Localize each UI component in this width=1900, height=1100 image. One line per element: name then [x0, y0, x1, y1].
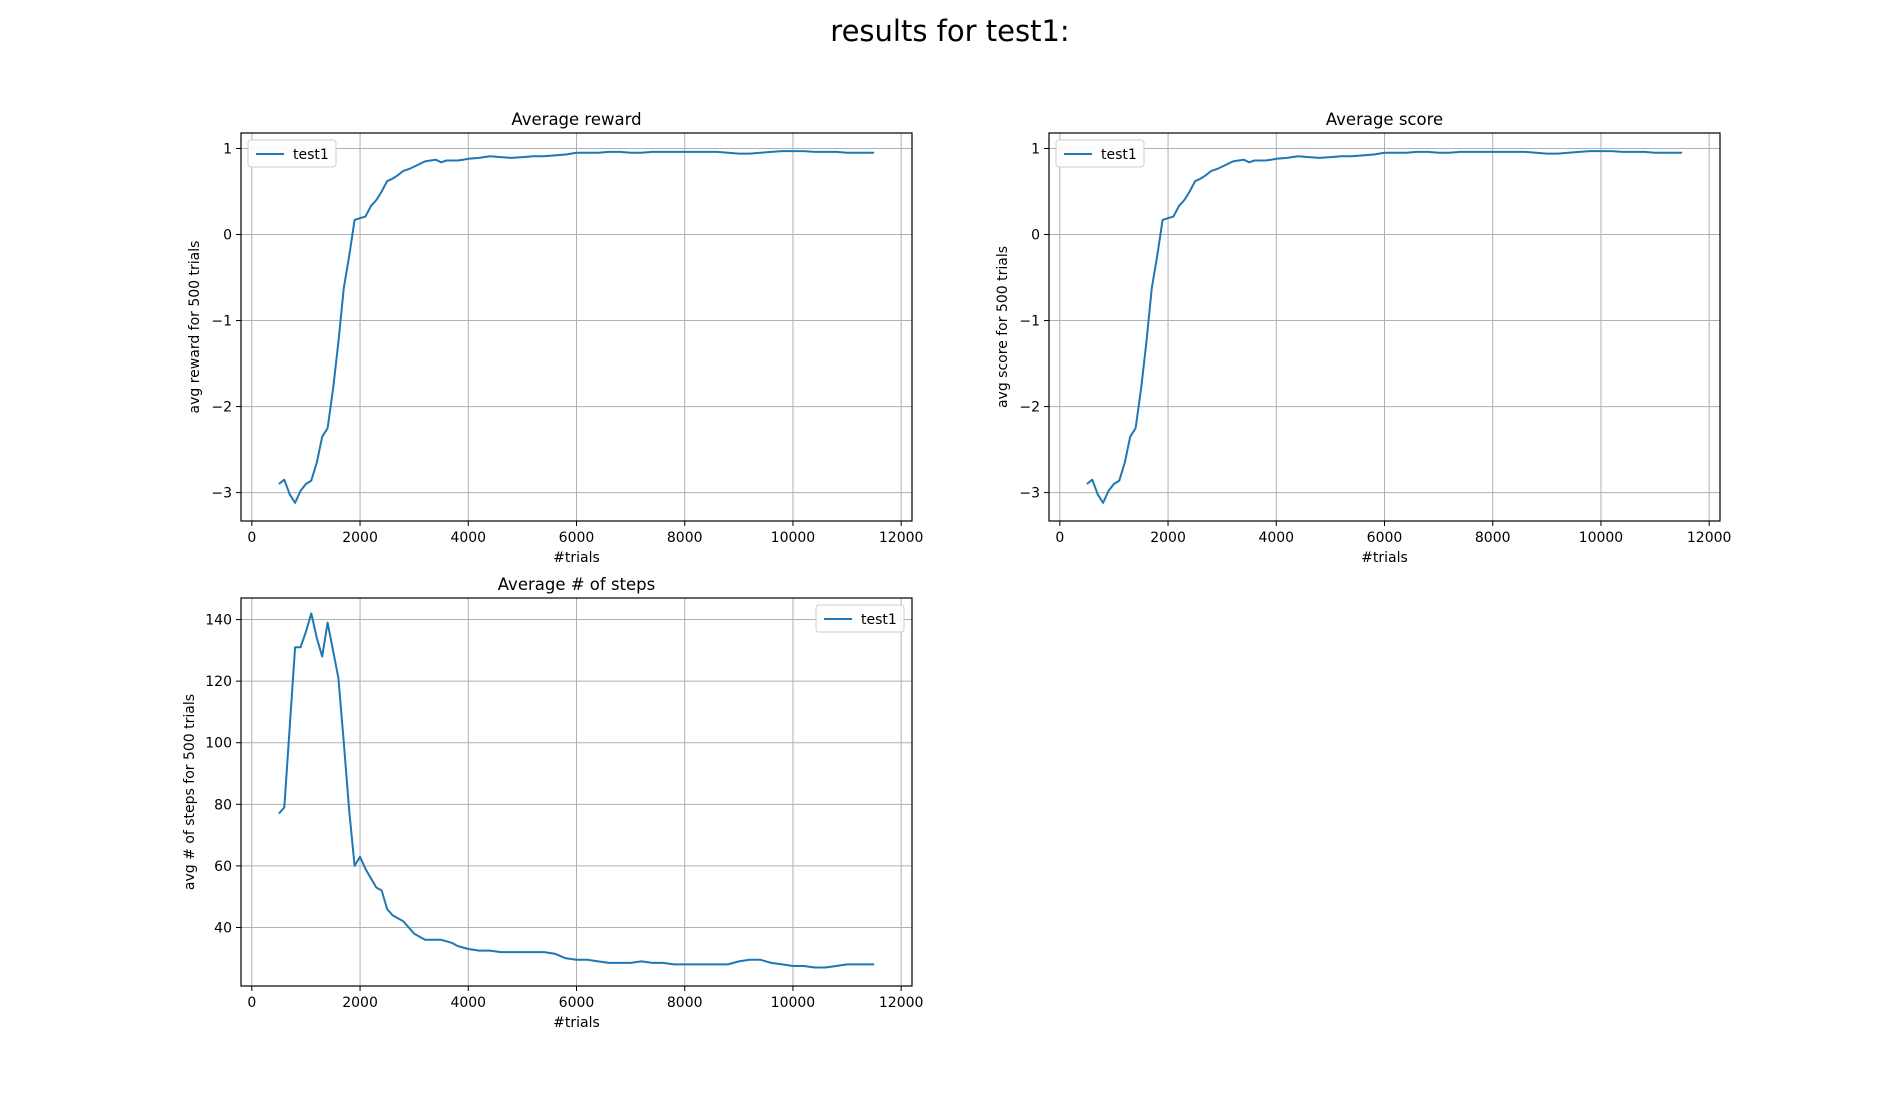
x-tick-label: 10000	[1579, 530, 1624, 546]
x-tick-label: 10000	[771, 530, 816, 546]
y-tick-label: 0	[223, 228, 232, 244]
x-tick-label: 4000	[450, 995, 486, 1011]
legend-box	[1055, 139, 1145, 168]
x-tick-label: 10000	[771, 995, 816, 1011]
legend-label: test1	[861, 612, 897, 628]
y-tick-label: −1	[211, 314, 232, 330]
y-tick-label: −3	[211, 486, 232, 502]
y-tick-label: 1	[223, 141, 232, 157]
x-tick-label: 4000	[450, 530, 486, 546]
y-tick-label: −1	[1019, 314, 1040, 330]
x-tick-label: 8000	[667, 530, 703, 546]
y-tick-label: 60	[214, 859, 232, 875]
x-tick-label: 8000	[1475, 530, 1511, 546]
x-axis-label: #trials	[1361, 550, 1408, 566]
legend: test1	[815, 604, 905, 633]
legend: test1	[1055, 139, 1145, 168]
chart-steps: 0 2000 4000 6000 8000 10000 12000 40 60 80 100 120 1…	[182, 575, 923, 1031]
legend-box	[815, 604, 905, 633]
x-tick-label: 0	[247, 530, 256, 546]
y-tick-label: 120	[205, 674, 232, 690]
x-tick-label: 4000	[1258, 530, 1294, 546]
chart-reward: 0 2000 4000 6000 8000 10000 12000 −3 −2 −1 0 1 Avera…	[187, 110, 923, 566]
x-tick-label: 12000	[879, 530, 924, 546]
x-axis-label: #trials	[553, 1015, 600, 1031]
chart-title: Average # of steps	[498, 575, 656, 594]
x-tick-label: 2000	[342, 995, 378, 1011]
y-tick-label: −2	[211, 400, 232, 416]
legend-label: test1	[293, 147, 329, 163]
series-line-test1	[278, 150, 875, 504]
y-tick-label: −3	[1019, 486, 1040, 502]
legend: test1	[247, 139, 337, 168]
legend-box	[247, 139, 337, 168]
y-tick-label: 0	[1031, 228, 1040, 244]
series-line-test1	[1086, 150, 1683, 504]
x-tick-label: 2000	[342, 530, 378, 546]
x-tick-label: 6000	[559, 995, 595, 1011]
chart-score: 0 2000 4000 6000 8000 10000 12000 −3 −2 −1 0 1 Avera…	[995, 110, 1731, 566]
y-tick-label: 1	[1031, 141, 1040, 157]
y-tick-label: 140	[205, 613, 232, 629]
x-tick-label: 6000	[1367, 530, 1403, 546]
x-tick-label: 8000	[667, 995, 703, 1011]
y-tick-label: 100	[205, 736, 232, 752]
chart-title: Average reward	[511, 110, 641, 129]
y-tick-label: 40	[214, 920, 232, 936]
y-tick-label: 80	[214, 797, 232, 813]
x-tick-label: 2000	[1150, 530, 1186, 546]
y-axis-label: avg reward for 500 trials	[187, 241, 203, 414]
chart-title: Average score	[1326, 110, 1443, 129]
y-axis-label: avg score for 500 trials	[995, 246, 1011, 408]
x-tick-label: 6000	[559, 530, 595, 546]
x-tick-label: 0	[247, 995, 256, 1011]
y-axis-label: avg # of steps for 500 trials	[182, 694, 198, 890]
x-tick-label: 12000	[879, 995, 924, 1011]
legend-label: test1	[1101, 147, 1137, 163]
x-tick-label: 12000	[1687, 530, 1732, 546]
x-tick-label: 0	[1055, 530, 1064, 546]
y-tick-label: −2	[1019, 400, 1040, 416]
x-axis-label: #trials	[553, 550, 600, 566]
series-line-test1	[278, 612, 875, 969]
figure-title: results for test1:	[830, 14, 1070, 48]
